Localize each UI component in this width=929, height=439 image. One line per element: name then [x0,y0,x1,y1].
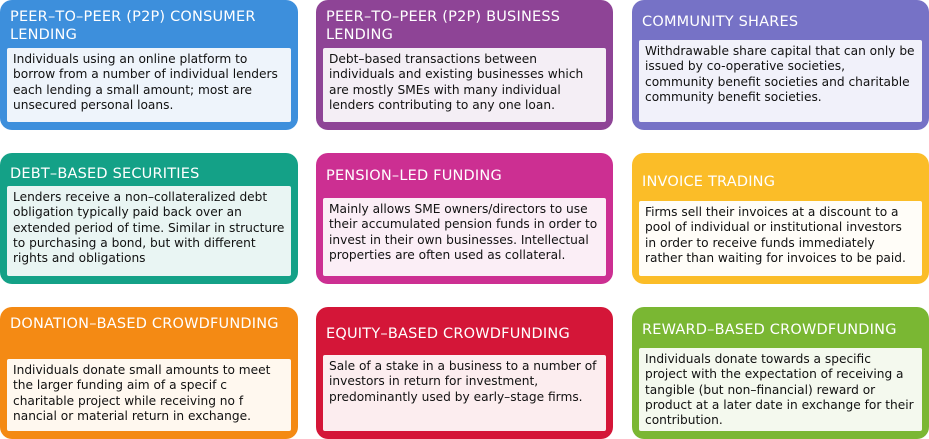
card-title: PENSION–LED FUNDING [326,168,502,184]
card-equity-based-crowdfunding: EQUITY–BASED CROWDFUNDING Sale of a stak… [316,307,613,439]
card-donation-based-crowdfunding: DONATION–BASED CROWDFUNDING Individuals … [0,307,298,439]
card-description: Lenders receive a non–collateralized deb… [7,186,291,276]
card-description: Debt–based transactions between individu… [323,48,606,122]
card-title: EQUITY–BASED CROWDFUNDING [326,326,570,342]
card-invoice-trading: INVOICE TRADING Firms sell their invoice… [632,153,929,284]
card-description: Individuals donate towards a specific pr… [639,348,922,431]
card-reward-based-crowdfunding: REWARD–BASED CROWDFUNDING Individuals do… [632,307,929,439]
card-title: COMMUNITY SHARES [642,14,799,30]
card-description: Individuals using an online platform to … [7,48,291,122]
card-description: Sale of a stake in a business to a numbe… [323,355,606,431]
card-description: Firms sell their invoices at a discount … [639,201,922,276]
card-description: Individuals donate small amounts to meet… [7,359,291,431]
card-title: PEER–TO–PEER (P2P) CONSUMER LENDING [10,9,256,43]
card-p2p-business-lending: PEER–TO–PEER (P2P) BUSINESS LENDING Debt… [316,0,613,130]
card-title: INVOICE TRADING [642,174,776,190]
card-title: PEER–TO–PEER (P2P) BUSINESS LENDING [326,9,561,43]
card-title: DEBT–BASED SECURITIES [10,166,200,182]
card-community-shares: COMMUNITY SHARES Withdrawable share capi… [632,0,929,130]
card-p2p-consumer-lending: PEER–TO–PEER (P2P) CONSUMER LENDING Indi… [0,0,298,130]
card-debt-based-securities: DEBT–BASED SECURITIES Lenders receive a … [0,153,298,284]
card-title: DONATION–BASED CROWDFUNDING [10,316,279,332]
card-description: Mainly allows SME owners/directors to us… [323,198,606,276]
card-pension-led-funding: PENSION–LED FUNDING Mainly allows SME ow… [316,153,613,284]
card-description: Withdrawable share capital that can only… [639,40,922,122]
card-title: REWARD–BASED CROWDFUNDING [642,322,897,338]
